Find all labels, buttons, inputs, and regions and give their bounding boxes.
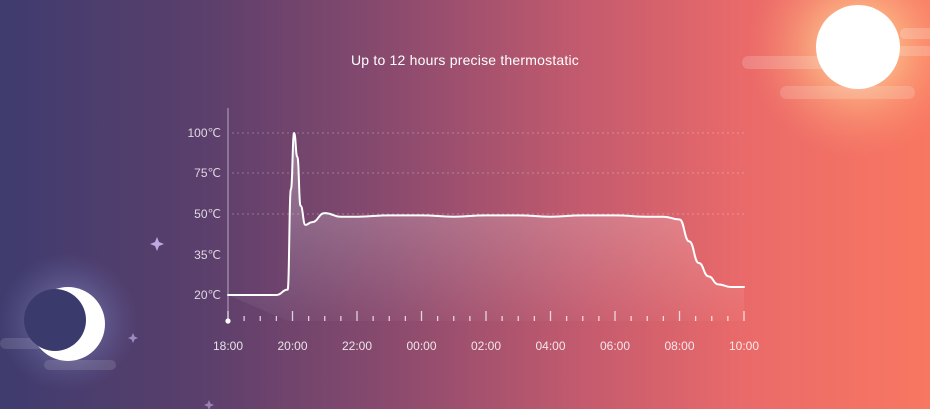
y-tick-label: 75℃ bbox=[194, 166, 221, 180]
y-tick-label: 35℃ bbox=[194, 248, 221, 262]
x-tick-label: 06:00 bbox=[600, 339, 630, 353]
plot-area: 100℃ 75℃ 50℃ 35℃ 20℃ 18:00 20:00 22:00 00:00 02:0… bbox=[188, 108, 759, 353]
x-tick-label: 00:00 bbox=[406, 339, 436, 353]
series-line bbox=[227, 132, 745, 296]
x-tick-label: 02:00 bbox=[471, 339, 501, 353]
x-tick-label: 22:00 bbox=[342, 339, 372, 353]
x-tick-label: 10:00 bbox=[729, 339, 759, 353]
x-tick-label: 20:00 bbox=[277, 339, 307, 353]
y-tick-label: 20℃ bbox=[194, 288, 221, 302]
y-tick-label: 50℃ bbox=[194, 207, 221, 221]
sparkle-icon bbox=[128, 237, 214, 409]
axis-origin-dot bbox=[225, 318, 231, 324]
x-tick-label: 18:00 bbox=[213, 339, 243, 353]
x-tick-label: 04:00 bbox=[535, 339, 565, 353]
sun-icon bbox=[742, 0, 930, 158]
moon-icon bbox=[0, 252, 138, 392]
y-tick-label: 100℃ bbox=[188, 126, 222, 140]
chart-title: Up to 12 hours precise thermostatic bbox=[351, 52, 579, 68]
x-tick-label: 08:00 bbox=[664, 339, 694, 353]
series-area bbox=[228, 133, 744, 321]
